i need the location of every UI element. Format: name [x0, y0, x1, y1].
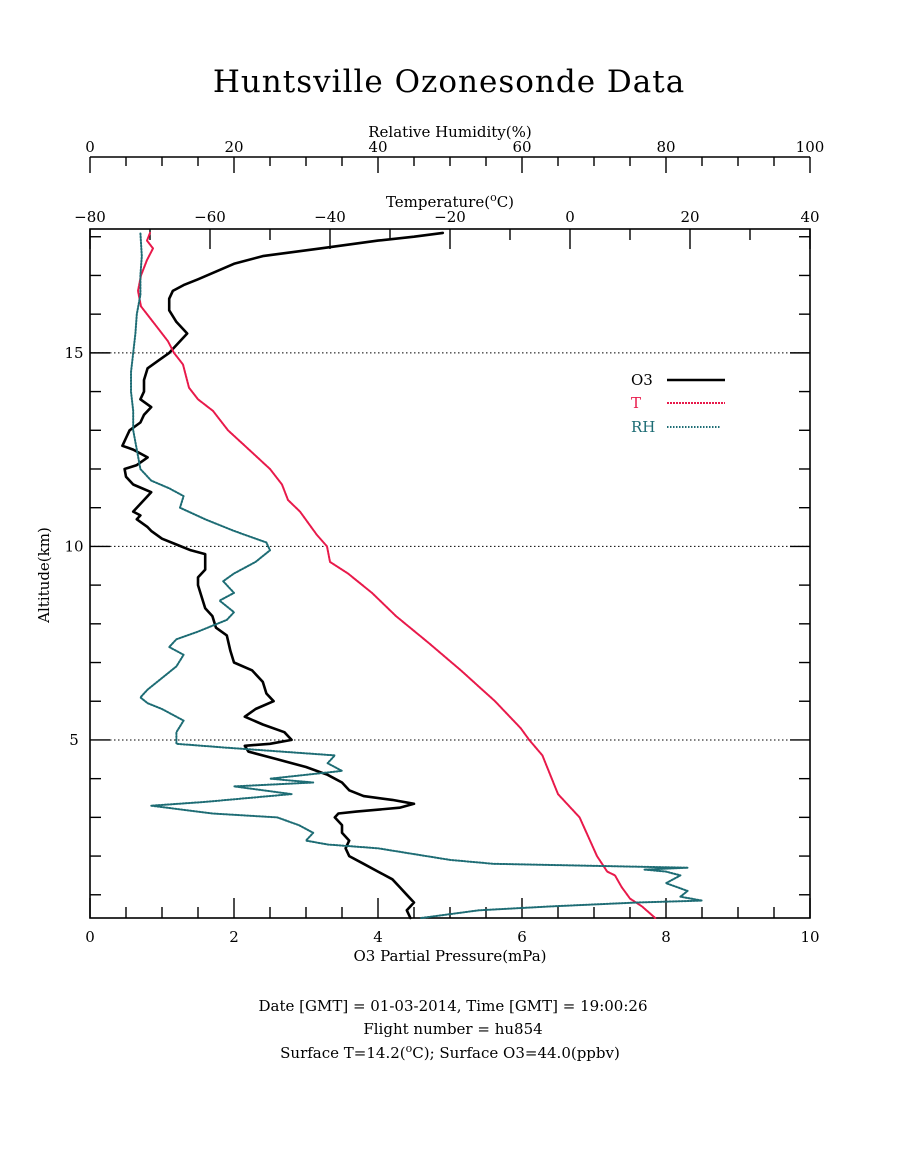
series-line-t	[137, 231, 657, 919]
humidity-axis-label: Relative Humidity(%)	[368, 123, 531, 141]
footer-flight-number: Flight number = hu854	[363, 1020, 542, 1038]
temperature-label-end: C)	[497, 193, 514, 211]
ozone-tick-label-2: 2	[229, 928, 239, 946]
humidity-axis: Relative Humidity(%) 0 20 40 60 80 100	[85, 123, 824, 173]
temperature-label-start: Temperature(	[386, 193, 490, 211]
legend-entry-o3: O3	[631, 371, 725, 389]
humidity-tick-label-20: 20	[224, 138, 243, 156]
humidity-tick-label-100: 100	[796, 138, 825, 156]
footer-surface-a: Surface T=14.2(	[280, 1044, 405, 1062]
footer-surface-values: Surface T=14.2(oC); Surface O3=44.0(ppbv…	[280, 1042, 620, 1062]
ozone-axis-label: O3 Partial Pressure(mPa)	[353, 947, 546, 965]
temperature-tick-label-0: 0	[565, 208, 575, 226]
temperature-tick-label-40: 40	[800, 208, 819, 226]
temperature-axis-label: Temperature(oC)	[386, 191, 514, 211]
plot-frame	[89, 228, 811, 919]
humidity-axis-ticks: 0 20 40 60 80 100	[85, 138, 824, 173]
chart-title: Huntsville Ozonesonde Data	[213, 64, 685, 100]
legend-label-t: T	[631, 394, 641, 412]
humidity-tick-label-80: 80	[656, 138, 675, 156]
legend-label-rh: RH	[631, 418, 655, 436]
altitude-tick-label-5: 5	[69, 731, 79, 749]
temperature-tick-label--60: −60	[194, 208, 226, 226]
footer-date-time: Date [GMT] = 01-03-2014, Time [GMT] = 19…	[258, 997, 647, 1015]
temperature-tick-label--40: −40	[314, 208, 346, 226]
ozone-axis-ticks: 0 2 4 6 8 10	[85, 898, 820, 946]
ozone-tick-label-10: 10	[800, 928, 819, 946]
humidity-tick-label-60: 60	[512, 138, 531, 156]
footer-surface-b: C); Surface O3=44.0(ppbv)	[412, 1044, 620, 1062]
legend-entry-rh: RH	[631, 418, 720, 436]
legend-entry-t: T	[631, 394, 725, 412]
altitude-tick-label-15: 15	[64, 344, 83, 362]
ozone-tick-label-0: 0	[85, 928, 95, 946]
legend: O3 T RH	[631, 371, 725, 436]
ozone-tick-label-4: 4	[373, 928, 383, 946]
series-line-o3	[121, 231, 445, 920]
temperature-tick-label--80: −80	[74, 208, 106, 226]
altitude-tick-label-10: 10	[64, 537, 83, 555]
footer-surface-sup: o	[406, 1042, 413, 1055]
ozone-tick-label-8: 8	[661, 928, 671, 946]
ozone-tick-label-6: 6	[517, 928, 527, 946]
humidity-tick-label-40: 40	[368, 138, 387, 156]
legend-label-o3: O3	[631, 371, 653, 389]
series-lines	[121, 231, 703, 920]
altitude-axis-ticks: 5 10 15	[64, 236, 810, 896]
grid-lines	[90, 352, 810, 741]
temperature-tick-label--20: −20	[434, 208, 466, 226]
altitude-axis-label: Altitude(km)	[35, 527, 53, 624]
temperature-label-sup: o	[490, 191, 497, 204]
humidity-tick-label-0: 0	[85, 138, 95, 156]
temperature-tick-label-20: 20	[680, 208, 699, 226]
temperature-axis: Temperature(oC) −80 −60 −40 −20 0 20 40	[74, 191, 820, 249]
series-line-rh	[130, 231, 703, 919]
